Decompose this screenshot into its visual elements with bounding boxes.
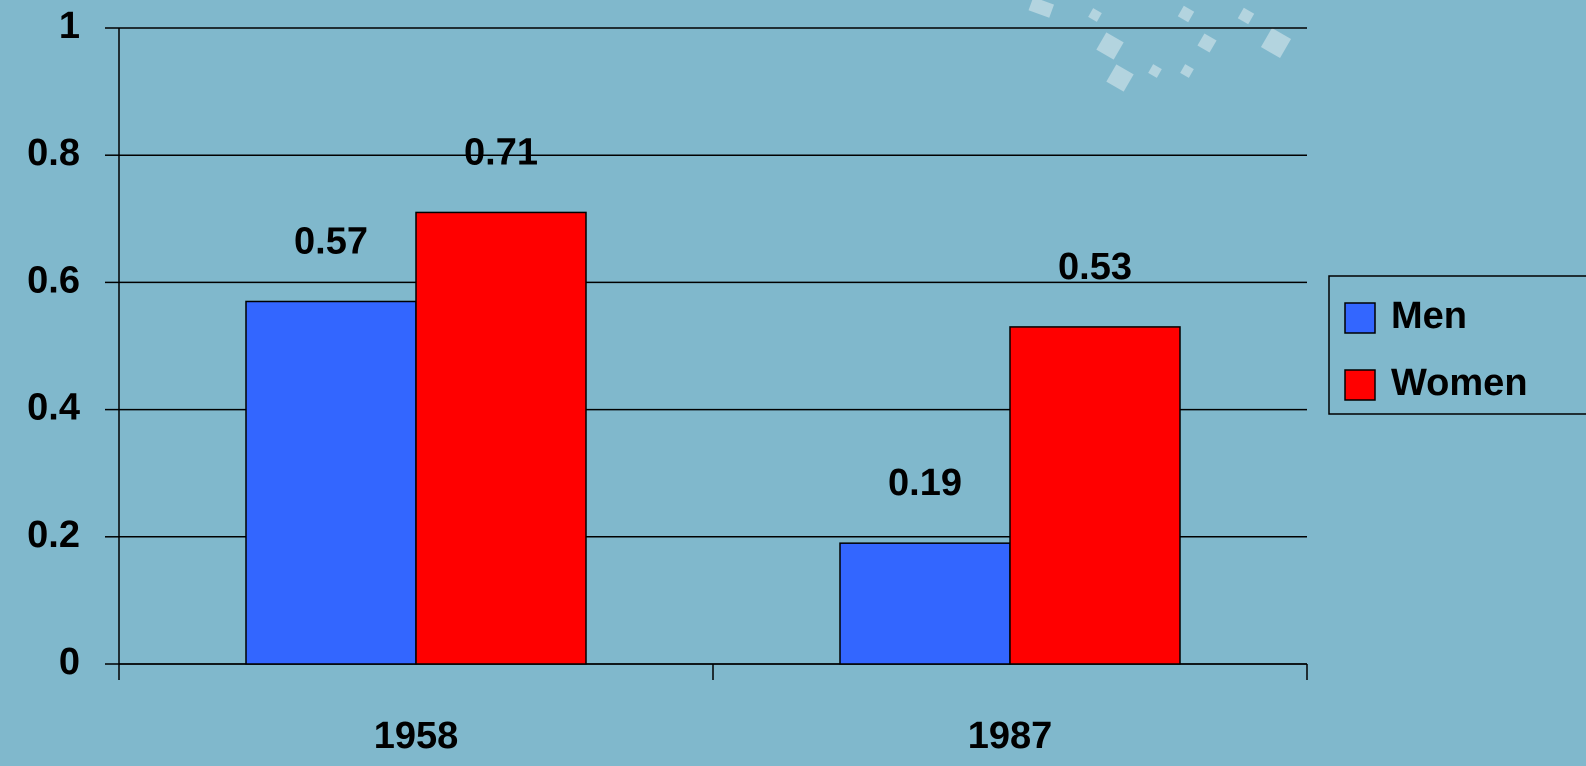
y-tick-label: 1 — [59, 5, 80, 47]
bar — [416, 212, 586, 664]
y-tick-label: 0.6 — [27, 259, 80, 301]
bar — [840, 543, 1010, 664]
y-tick-label: 0.4 — [27, 387, 80, 429]
value-label: 0.71 — [464, 131, 538, 173]
legend-label: Women — [1391, 362, 1528, 404]
value-label: 0.19 — [888, 462, 962, 504]
legend-swatch — [1345, 370, 1375, 400]
x-tick-label: 1958 — [374, 715, 459, 757]
legend-swatch — [1345, 303, 1375, 333]
x-tick-label: 1987 — [968, 715, 1053, 757]
bar — [1010, 327, 1180, 664]
bar — [246, 301, 416, 664]
chart: 0 0.2 0.4 0.6 0.8 1 1958 0.57 0.71 1987 0.19 0.53 Me… — [0, 0, 1586, 766]
page: {"chart_data": {"type": "bar", "categori… — [0, 0, 1586, 766]
value-label: 0.57 — [294, 221, 368, 263]
y-tick-label: 0.2 — [27, 514, 80, 556]
y-tick-label: 0 — [59, 641, 80, 683]
y-tick-label: 0.8 — [27, 132, 80, 174]
value-label: 0.53 — [1058, 246, 1132, 288]
legend-label: Men — [1391, 295, 1467, 337]
